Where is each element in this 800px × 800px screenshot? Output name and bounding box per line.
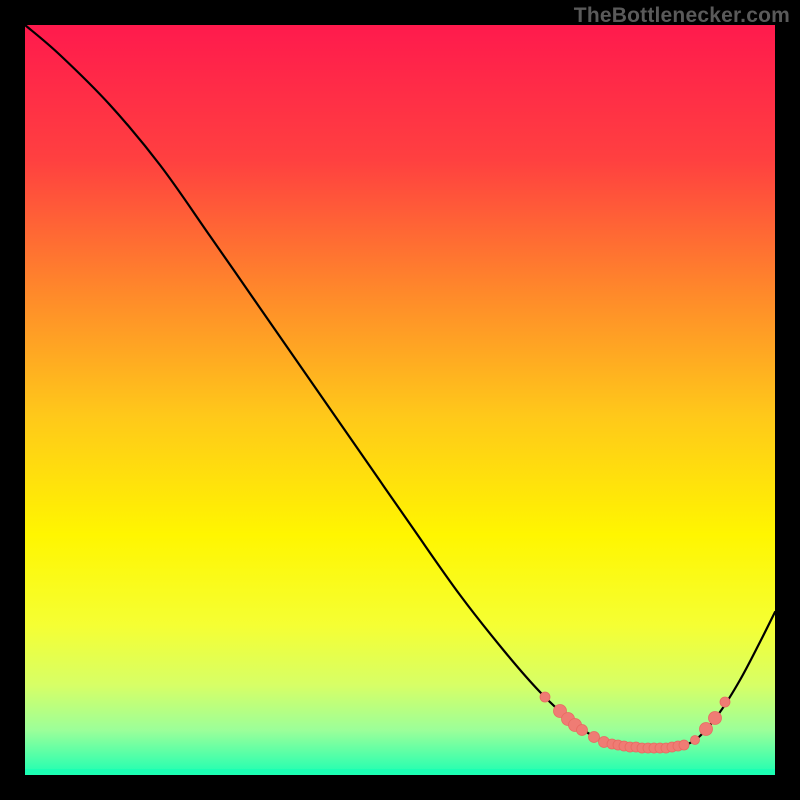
marker-dot <box>589 732 600 743</box>
marker-dot <box>679 740 689 750</box>
marker-dot <box>709 712 722 725</box>
marker-dot <box>577 725 588 736</box>
watermark-text: TheBottlenecker.com <box>574 4 790 28</box>
bottom-band <box>25 769 775 775</box>
marker-dot <box>700 723 713 736</box>
marker-dot <box>720 697 730 707</box>
bottleneck-curve-chart <box>0 0 800 800</box>
chart-stage: TheBottlenecker.com <box>0 0 800 800</box>
marker-dot <box>691 736 700 745</box>
marker-dot <box>540 692 550 702</box>
